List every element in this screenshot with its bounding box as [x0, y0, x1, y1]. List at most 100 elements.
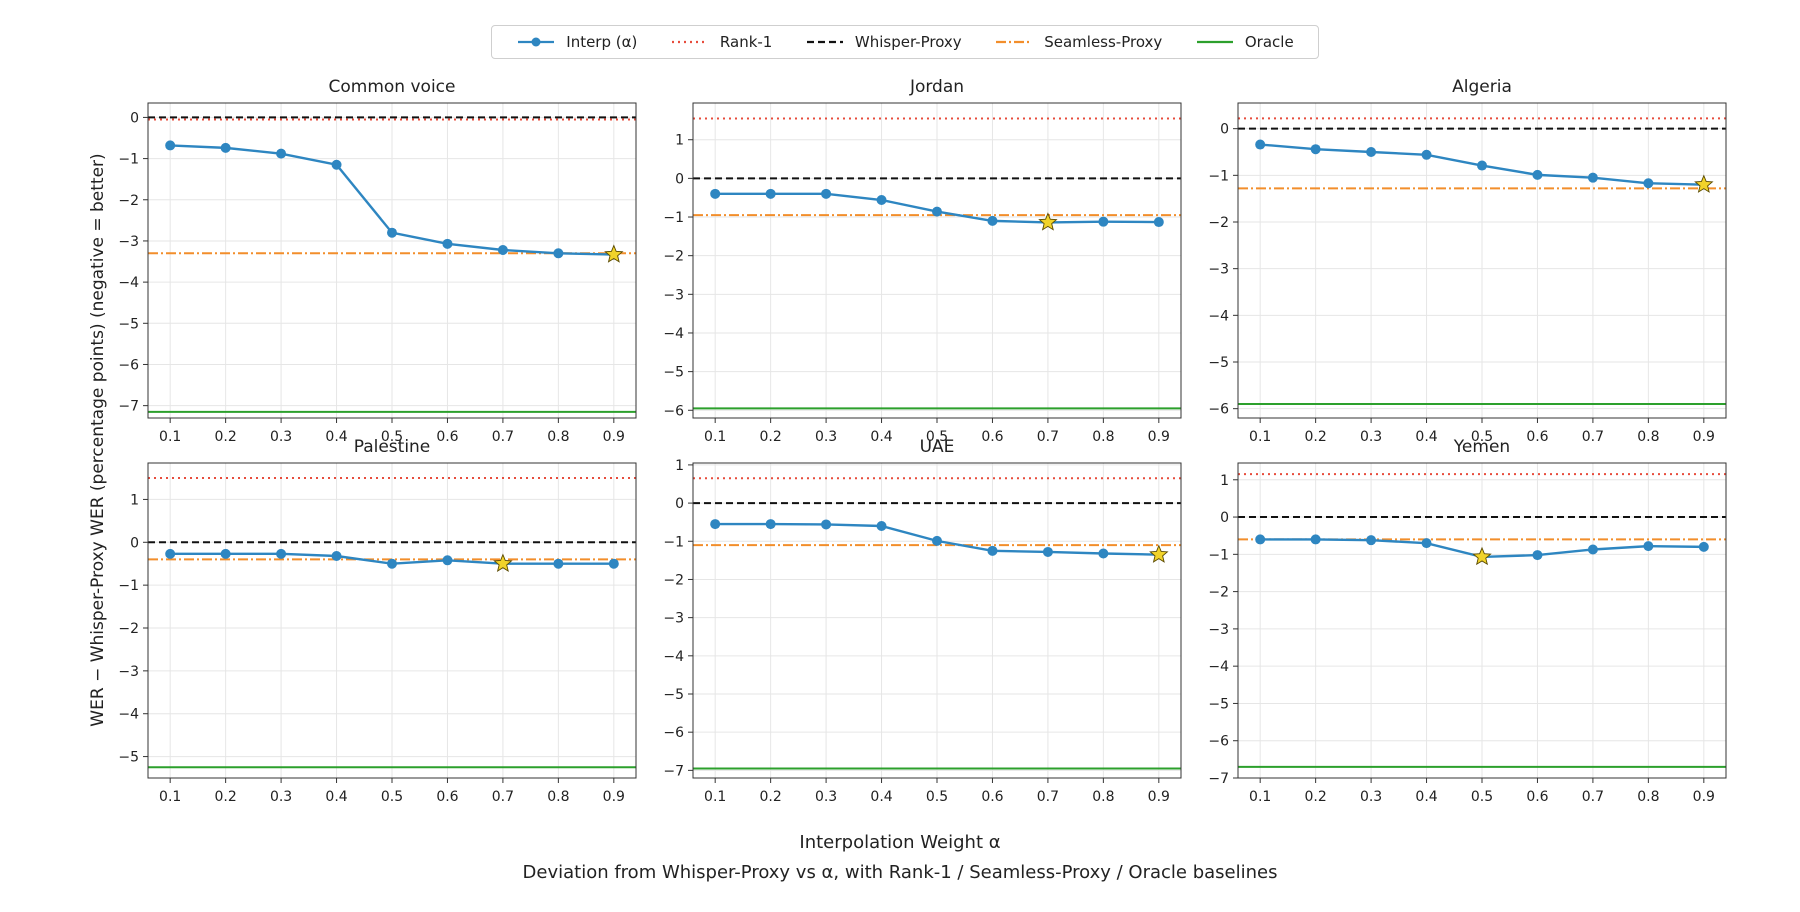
plot-area	[693, 477, 1181, 770]
x-tick-label: 0.7	[1582, 429, 1604, 445]
panel-2: 0 −1 −2 −3 −4 −5 −6 0.1 0.2 0.3 0.4 0.5 0.6 0.7 0.8 0.9…	[1208, 77, 1727, 445]
y-tick-label: 1	[130, 492, 139, 508]
y-tick-label: −1	[663, 210, 684, 226]
data-point	[220, 142, 231, 153]
x-tick-label: 0.9	[603, 789, 625, 805]
legend-seamless-swatch	[996, 40, 1033, 44]
x-tick-label: 0.1	[704, 429, 726, 445]
y-tick-label: −5	[1208, 355, 1229, 371]
data-point	[165, 548, 176, 559]
data-point	[276, 548, 287, 559]
x-tick-label: 0.2	[760, 429, 782, 445]
panel-title: Palestine	[354, 437, 431, 457]
data-point	[1153, 217, 1164, 228]
x-tick-label: 0.8	[547, 789, 569, 805]
y-tick-label: −5	[118, 316, 139, 332]
x-tick-label: 0.2	[215, 789, 237, 805]
y-tick-label: −4	[663, 326, 684, 342]
x-tick-label: 0.1	[159, 789, 181, 805]
legend-rank1-swatch	[671, 40, 708, 44]
y-tick-label: −6	[1208, 734, 1229, 750]
legend-interp-label: Interp (α)	[566, 33, 638, 51]
x-tick-label: 0.7	[492, 789, 514, 805]
x-tick-label: 0.5	[381, 789, 403, 805]
x-tick-label: 0.3	[1360, 429, 1382, 445]
panel-4: 1 0 −1 −2 −3 −4 −5 −6 −7 0.1 0.2 0.3 0.4 0.5 0.6 0.7 0.8…	[663, 437, 1182, 805]
data-point	[1587, 172, 1598, 183]
data-point	[387, 558, 397, 569]
y-tick-label: −2	[1208, 585, 1229, 601]
x-tick-label: 0.3	[815, 789, 837, 805]
data-point	[1310, 144, 1321, 155]
y-tick-label: −7	[118, 399, 139, 415]
x-tick-label: 0.6	[436, 429, 458, 445]
data-point	[710, 188, 721, 199]
panel-1: 1 0 −1 −2 −3 −4 −5 −6 0.1 0.2 0.3 0.4 0.5 0.6 0.7 0.8 0.…	[663, 77, 1182, 445]
y-tick-label: −5	[663, 687, 684, 703]
x-tick-label: 0.4	[870, 429, 892, 445]
data-point	[1366, 147, 1377, 157]
data-point	[608, 558, 619, 569]
data-point	[553, 248, 564, 259]
x-tick-label: 0.1	[1249, 789, 1271, 805]
y-tick-label: −2	[118, 621, 139, 637]
x-tick-label: 0.6	[981, 429, 1003, 445]
y-tick-label: −3	[1208, 262, 1229, 278]
x-tick-label: 0.5	[1471, 789, 1493, 805]
panel-title: Algeria	[1452, 77, 1512, 97]
legend-item-oracle: Oracle	[1195, 33, 1294, 51]
data-point	[1042, 546, 1053, 557]
y-tick-label: −1	[118, 578, 139, 594]
y-tick-label: −1	[1208, 547, 1229, 563]
legend-item-interp: Interp (α)	[516, 33, 637, 51]
x-tick-label: 0.2	[1305, 429, 1327, 445]
y-tick-label: 1	[1220, 473, 1229, 489]
data-point	[710, 519, 721, 530]
plot-area	[148, 477, 636, 769]
data-point	[876, 521, 887, 531]
x-tick-label: 0.3	[270, 789, 292, 805]
y-tick-label: −4	[663, 649, 684, 665]
data-point	[331, 159, 342, 170]
y-tick-label: −1	[1208, 168, 1229, 184]
data-point	[1587, 544, 1598, 555]
panel-title: UAE	[920, 437, 955, 457]
x-tick-label: 0.6	[981, 789, 1003, 805]
y-tick-label: 1	[675, 133, 684, 149]
plot-area	[1238, 117, 1726, 405]
data-point	[1532, 550, 1543, 561]
x-tick-label: 0.3	[815, 429, 837, 445]
data-point	[497, 245, 508, 255]
y-tick-label: 0	[1220, 510, 1229, 526]
y-tick-label: −2	[663, 249, 684, 265]
legend-item-whisper: Whisper-Proxy	[805, 33, 962, 51]
x-tick-label: 0.5	[926, 429, 948, 445]
data-point	[331, 551, 342, 561]
y-tick-label: −3	[663, 287, 684, 303]
y-tick-label: 0	[1220, 122, 1229, 138]
y-tick-label: −5	[118, 750, 139, 766]
legend-rank1-label: Rank-1	[719, 33, 773, 51]
x-tick-label: 0.8	[1092, 789, 1114, 805]
x-tick-label: 0.9	[1693, 789, 1715, 805]
panel-title: Common voice	[329, 77, 456, 97]
y-tick-label: −3	[118, 234, 139, 250]
x-tick-label: 0.5	[926, 789, 948, 805]
y-tick-label: −6	[118, 357, 139, 373]
x-tick-label: 0.9	[1148, 429, 1170, 445]
data-point	[442, 555, 453, 566]
x-tick-label: 0.2	[215, 429, 237, 445]
y-tick-label: 1	[675, 458, 684, 474]
y-tick-label: −4	[118, 707, 139, 723]
data-point	[1643, 541, 1654, 552]
y-tick-label: 0	[675, 171, 684, 187]
y-tick-label: −7	[1208, 771, 1229, 787]
legend-interp-swatch	[518, 37, 555, 47]
x-tick-label: 0.4	[325, 789, 347, 805]
y-tick-label: −6	[663, 403, 684, 419]
x-tick-label: 0.7	[492, 429, 514, 445]
y-tick-label: −7	[663, 763, 684, 779]
data-point	[876, 195, 887, 206]
data-point	[1421, 538, 1432, 549]
x-tick-label: 0.8	[547, 429, 569, 445]
